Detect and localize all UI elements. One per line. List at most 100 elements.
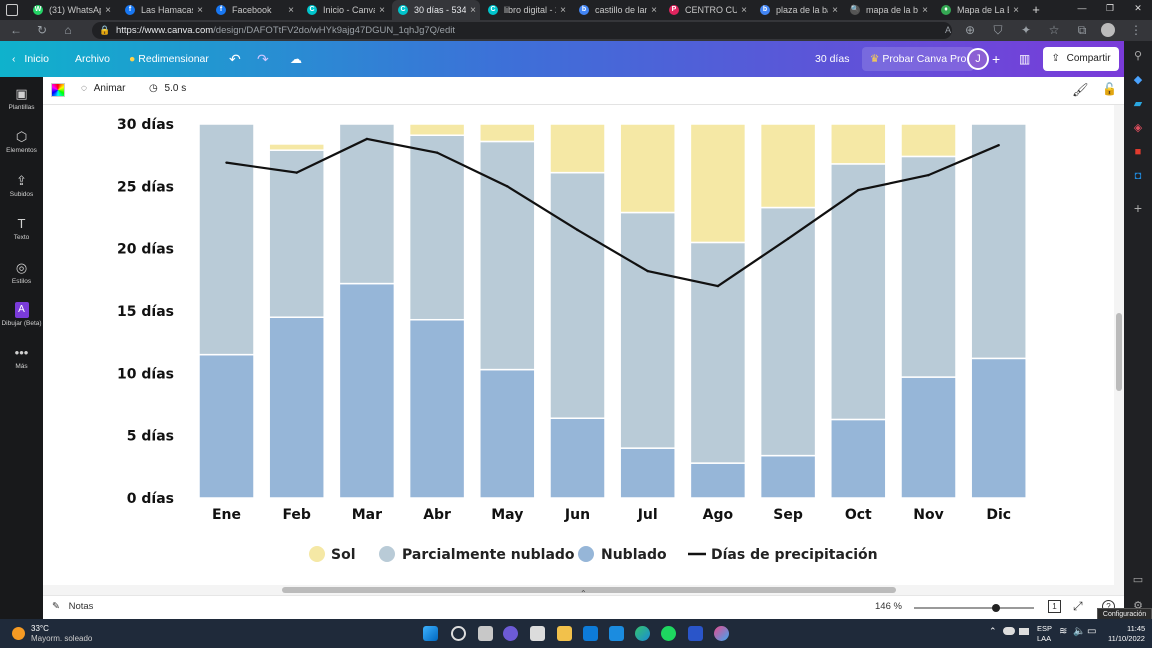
battery-icon[interactable] bbox=[1019, 628, 1029, 635]
browser-tab[interactable]: b plaza de la ban × bbox=[754, 0, 842, 20]
close-window-button[interactable]: ✕ bbox=[1134, 3, 1142, 13]
copy-style-icon[interactable]: 🖌 bbox=[1072, 82, 1089, 97]
weather-desc[interactable]: Mayorm. soleado bbox=[31, 634, 93, 643]
home-button[interactable]: ‹ Inicio bbox=[12, 41, 49, 77]
user-avatar[interactable]: J bbox=[967, 48, 989, 70]
minimize-button[interactable]: — bbox=[1077, 3, 1087, 13]
horizontal-scrollbar[interactable] bbox=[43, 585, 1124, 595]
tab-search-icon[interactable] bbox=[6, 4, 18, 16]
edge-browser-icon[interactable] bbox=[635, 626, 650, 641]
new-tab-button[interactable]: + bbox=[1032, 2, 1040, 17]
search-icon[interactable] bbox=[451, 626, 466, 641]
profile-icon[interactable] bbox=[1101, 23, 1115, 37]
wifi-icon[interactable]: ≋ bbox=[1059, 626, 1068, 637]
fullscreen-icon[interactable]: ⤢ bbox=[1073, 599, 1083, 613]
browser-tab[interactable]: f Facebook × bbox=[210, 0, 298, 20]
lock-icon[interactable]: 🔓 bbox=[1102, 82, 1117, 96]
start-windows-icon[interactable] bbox=[423, 626, 438, 641]
expand-pages-icon[interactable]: ⌃ bbox=[580, 589, 587, 598]
browser-tab[interactable]: ♦ Mapa de La Ba × bbox=[935, 0, 1023, 20]
task-view-icon[interactable] bbox=[478, 626, 493, 641]
color-picker-swatch[interactable] bbox=[51, 83, 65, 97]
tab-close-icon[interactable]: × bbox=[1013, 4, 1019, 16]
sidebar-item[interactable]: ▣ Plantillas bbox=[0, 86, 43, 111]
bookmarks-icon[interactable]: ☆ bbox=[1048, 23, 1060, 37]
cloud-saved-icon[interactable]: ☁ bbox=[290, 52, 302, 66]
language-code[interactable]: ESP bbox=[1037, 624, 1053, 633]
reload-icon[interactable]: ↻ bbox=[36, 23, 48, 37]
horizontal-scroll-thumb[interactable] bbox=[282, 587, 896, 593]
design-canvas[interactable]: 0 días 5 días 10 días 15 días 20 días 25 días… bbox=[43, 105, 1114, 585]
tag-icon[interactable]: ◆ bbox=[1133, 74, 1143, 86]
animate-button[interactable]: ◌ Animar bbox=[81, 83, 125, 94]
browser-tab[interactable]: C 30 días - 534 × × bbox=[392, 0, 480, 20]
add-panel-icon[interactable]: + bbox=[1133, 200, 1143, 216]
browser-tab[interactable]: W (31) WhatsApp × bbox=[27, 0, 115, 20]
store-icon[interactable] bbox=[583, 626, 598, 641]
outlook-icon[interactable]: ◘ bbox=[1134, 170, 1142, 182]
document-title[interactable]: 30 días bbox=[815, 53, 850, 65]
battery-status-icon[interactable]: ▭ bbox=[1087, 626, 1097, 637]
browser-tab[interactable]: C Inicio - Canva × bbox=[301, 0, 389, 20]
tab-close-icon[interactable]: × bbox=[741, 4, 747, 16]
file-explorer-icon[interactable] bbox=[557, 626, 572, 641]
keyboard-layout[interactable]: LAA bbox=[1037, 634, 1052, 643]
sidebar-item[interactable]: A Dibujar (Beta) bbox=[0, 302, 43, 327]
page-count[interactable]: 1 bbox=[1048, 600, 1061, 613]
browser-tab[interactable]: 🔍 mapa de la ban × bbox=[844, 0, 932, 20]
clock-date[interactable]: 11/10/2022 bbox=[1108, 634, 1145, 643]
share-button[interactable]: ⇪ Compartir bbox=[1043, 47, 1119, 71]
tab-groups-icon[interactable]: ⧉ bbox=[1077, 23, 1087, 37]
mail-icon[interactable] bbox=[609, 626, 624, 641]
tab-close-icon[interactable]: × bbox=[197, 4, 203, 16]
tab-close-icon[interactable]: × bbox=[560, 4, 566, 16]
browser-tab[interactable]: b castillo de lama × bbox=[573, 0, 661, 20]
back-icon[interactable]: ← bbox=[10, 23, 22, 37]
zoom-level[interactable]: 146 % bbox=[875, 601, 902, 612]
browser-tab[interactable]: P CENTRO CULTU × bbox=[663, 0, 751, 20]
tab-close-icon[interactable]: × bbox=[288, 4, 294, 16]
zoom-slider-thumb[interactable] bbox=[991, 604, 1000, 612]
clock-time[interactable]: 11:45 bbox=[1127, 624, 1146, 633]
tab-close-icon[interactable]: × bbox=[922, 4, 928, 16]
redo-button[interactable]: ↷ bbox=[257, 51, 269, 67]
widgets-icon[interactable] bbox=[530, 626, 545, 641]
games-icon[interactable]: ◈ bbox=[1133, 122, 1143, 134]
sidebar-item[interactable]: ⇪ Subidos bbox=[0, 173, 43, 198]
weather-temp[interactable]: 33°C bbox=[31, 624, 49, 633]
panel-layout-icon[interactable]: ▭ bbox=[1132, 574, 1144, 586]
resize-button[interactable]: ● Redimensionar bbox=[129, 41, 209, 77]
file-menu-button[interactable]: Archivo bbox=[75, 53, 111, 65]
sidebar-item[interactable]: T Texto bbox=[0, 216, 43, 241]
extension-shield-icon[interactable]: ⛉ bbox=[993, 23, 1003, 37]
zoom-slider[interactable] bbox=[914, 604, 1034, 612]
vertical-scrollbar[interactable] bbox=[1114, 105, 1124, 585]
vertical-scroll-thumb[interactable] bbox=[1116, 313, 1122, 391]
search-icon[interactable]: ⚲ bbox=[1133, 50, 1143, 62]
insights-chart-icon[interactable]: ▥ bbox=[1019, 52, 1031, 66]
settings-gear-icon[interactable]: ⚙ bbox=[1133, 600, 1143, 612]
maximize-button[interactable]: ❐ bbox=[1105, 3, 1115, 13]
sidebar-item[interactable]: ⬡ Elementos bbox=[0, 129, 43, 154]
spotify-icon[interactable] bbox=[661, 626, 676, 641]
notes-button[interactable]: ✎ Notas bbox=[52, 601, 93, 612]
tab-close-icon[interactable]: × bbox=[379, 4, 385, 16]
app-icon[interactable] bbox=[688, 626, 703, 641]
color-app-icon[interactable] bbox=[714, 626, 729, 641]
tab-close-icon[interactable]: × bbox=[470, 4, 476, 16]
tab-close-icon[interactable]: × bbox=[832, 4, 838, 16]
teams-chat-icon[interactable] bbox=[503, 626, 518, 641]
install-icon[interactable]: ⊕ bbox=[964, 23, 976, 37]
office-icon[interactable]: ■ bbox=[1134, 146, 1142, 158]
duration-button[interactable]: ◷ 5.0 s bbox=[149, 83, 186, 94]
sidebar-item[interactable]: ◎ Estilos bbox=[0, 260, 43, 285]
home-icon[interactable]: ⌂ bbox=[64, 23, 72, 37]
translate-icon[interactable]: A bbox=[944, 25, 951, 35]
url-field[interactable]: 🔒 https://www.canva.com/design/DAFOTtFV2… bbox=[92, 22, 952, 39]
browser-tab[interactable]: f Las Hamacas H × bbox=[119, 0, 207, 20]
weather-sun-icon[interactable] bbox=[12, 627, 25, 640]
try-pro-button[interactable]: ♛ Probar Canva Pro bbox=[862, 47, 975, 71]
sidebar-item[interactable]: ••• Más bbox=[0, 345, 43, 370]
tab-close-icon[interactable]: × bbox=[651, 4, 657, 16]
